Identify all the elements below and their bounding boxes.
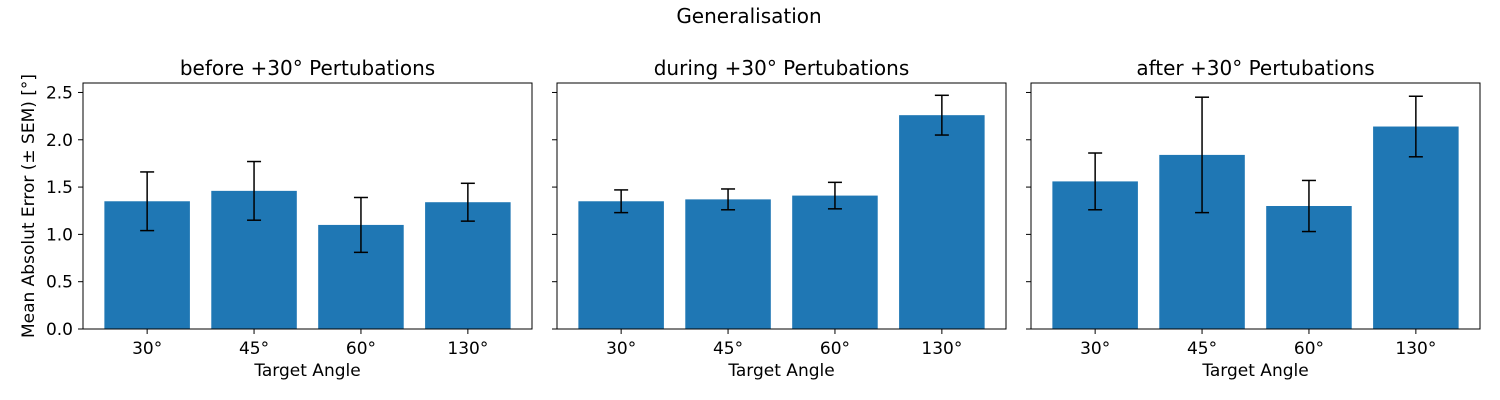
y-tick-label: 0.0 — [46, 320, 73, 340]
bar — [1373, 126, 1459, 330]
subplot-before: before +30° Pertubations Target Angle 30… — [46, 56, 533, 381]
x-tick-label: 45° — [1187, 339, 1217, 359]
subplot-title: after +30° Pertubations — [1136, 56, 1374, 80]
y-tick-label: 1.5 — [46, 178, 73, 198]
y-axis-label: Mean Absolut Error (± SEM) [°] — [19, 74, 39, 338]
bar — [685, 199, 771, 329]
x-tick-label: 60° — [1294, 339, 1324, 359]
x-tick-label: 130° — [921, 339, 962, 359]
bar — [425, 202, 511, 329]
x-tick-label: 60° — [820, 339, 850, 359]
figure-title: Generalisation — [676, 4, 821, 28]
subplot-during: during +30° Pertubations Target Angle 30… — [552, 56, 1007, 381]
y-tick-label: 2.0 — [46, 131, 73, 151]
bar — [578, 201, 664, 329]
x-tick-label: 30° — [1080, 339, 1110, 359]
x-tick-label: 30° — [132, 339, 162, 359]
subplot-title: during +30° Pertubations — [654, 56, 910, 80]
x-tick-label: 45° — [713, 339, 743, 359]
x-axis-label: Target Angle — [1201, 361, 1308, 381]
plot-frame — [82, 82, 533, 330]
bar — [899, 115, 985, 330]
x-tick-label: 30° — [606, 339, 636, 359]
bar — [792, 195, 878, 329]
subplot-after: after +30° Pertubations Target Angle 30°… — [1026, 56, 1481, 381]
x-axis-label: Target Angle — [727, 361, 834, 381]
y-tick-label: 0.5 — [46, 273, 73, 293]
x-tick-label: 130° — [1395, 339, 1436, 359]
y-tick-label: 2.5 — [46, 83, 73, 103]
y-tick-label: 1.0 — [46, 225, 73, 245]
plot-frame — [1030, 82, 1481, 330]
subplot-title: before +30° Pertubations — [180, 56, 435, 80]
x-tick-label: 45° — [239, 339, 269, 359]
plot-frame — [556, 82, 1007, 330]
x-axis-label: Target Angle — [253, 361, 360, 381]
x-tick-label: 60° — [346, 339, 376, 359]
x-tick-label: 130° — [447, 339, 488, 359]
